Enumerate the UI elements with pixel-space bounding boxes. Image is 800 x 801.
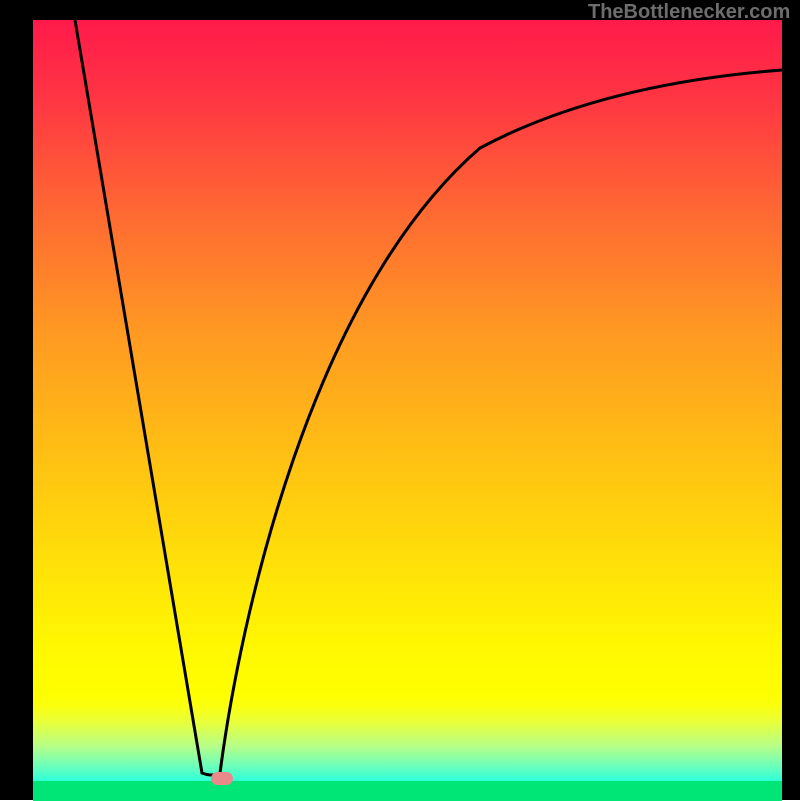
bottleneck-curve (75, 20, 782, 775)
watermark: TheBottlenecker.com (588, 1, 790, 24)
border-left (0, 0, 33, 800)
optimum-marker (211, 772, 233, 785)
border-right (782, 0, 800, 800)
curve-layer (33, 20, 782, 800)
chart-container: TheBottlenecker.com (0, 0, 800, 800)
plot-area (33, 20, 782, 800)
